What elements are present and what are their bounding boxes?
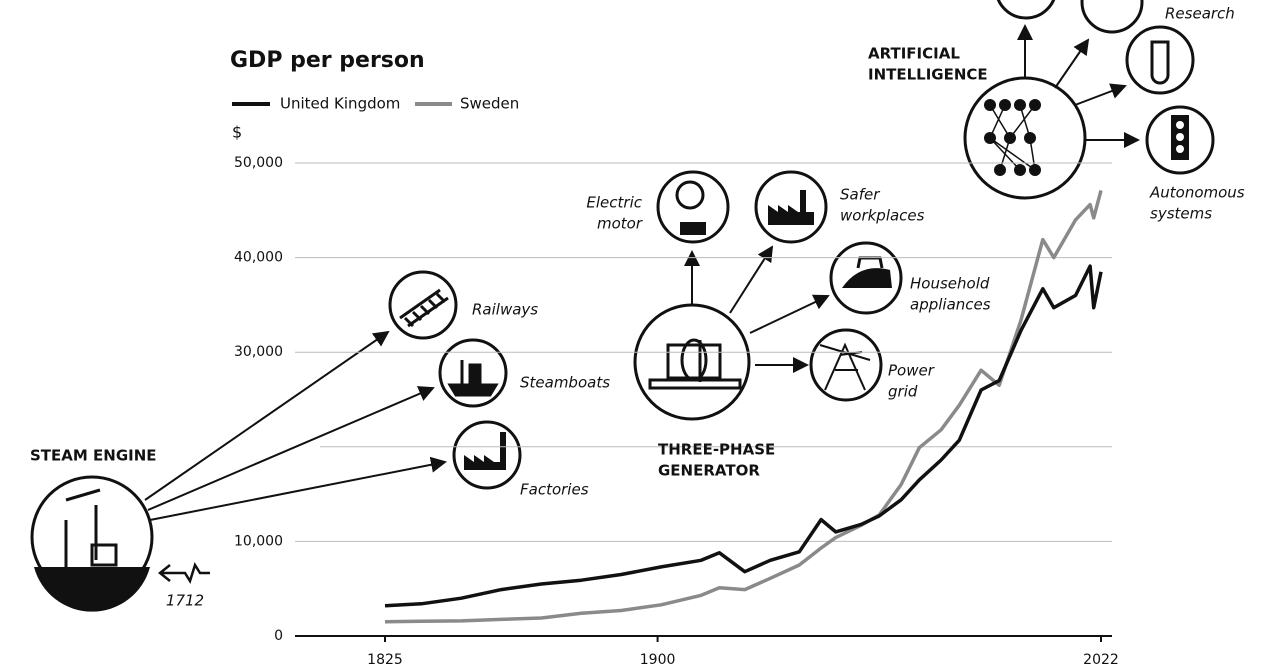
legend-label: United Kingdom: [280, 95, 400, 113]
y-tick-label: 30,000: [234, 344, 283, 360]
annotation: Research: [1165, 5, 1235, 23]
series-line: [384, 189, 1103, 624]
x-tick-label: 1825: [367, 652, 403, 668]
annotation: systems: [1150, 205, 1212, 223]
chart-title: GDP per person: [230, 48, 425, 73]
annotation: ARTIFICIAL: [868, 45, 960, 63]
annotation: grid: [888, 383, 918, 401]
annotation: Autonomous: [1149, 184, 1245, 202]
series-line: [384, 264, 1103, 608]
icons: [30, 0, 1215, 612]
annotation: Household: [910, 275, 990, 293]
annotation: INTELLIGENCE: [868, 66, 988, 84]
x-tick-label: 2022: [1083, 652, 1119, 668]
y-tick-label: 0: [274, 628, 283, 644]
annotation: GENERATOR: [658, 462, 760, 480]
annotation: Factories: [520, 481, 589, 499]
x-tick-label: 1900: [640, 652, 676, 668]
annotation: Safer: [840, 186, 880, 204]
y-axis-label: $: [232, 123, 242, 142]
annotation: 1712: [166, 592, 204, 610]
annotation: Electric: [586, 194, 642, 212]
annotation: Railways: [472, 301, 538, 319]
annotation: workplaces: [840, 207, 925, 225]
legend-label: Sweden: [460, 95, 519, 113]
y-tick-label: 50,000: [234, 155, 283, 171]
annotation: Power: [888, 362, 935, 380]
annotation: THREE-PHASE: [658, 441, 775, 459]
y-tick-label: 40,000: [234, 250, 283, 266]
y-tick-label: 10,000: [234, 533, 283, 549]
annotation: appliances: [910, 296, 991, 314]
annotation: motor: [597, 215, 643, 233]
annotation: STEAM ENGINE: [30, 447, 157, 465]
annotation: Steamboats: [520, 374, 610, 392]
